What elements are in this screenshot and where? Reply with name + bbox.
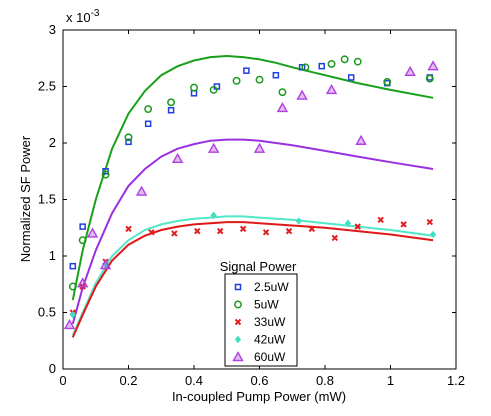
legend-marker-square	[234, 283, 242, 291]
legend-title: Signal Power	[220, 259, 297, 274]
y-tick-label: 1.5	[38, 192, 56, 207]
fit-curves	[71, 54, 434, 338]
data-point-square	[79, 223, 86, 230]
y-tick-label: 2	[49, 135, 56, 150]
legend-label: 60uW	[254, 350, 286, 364]
data-point-diamond	[344, 219, 352, 228]
data-point-cross	[171, 230, 178, 237]
data-point-circle	[167, 98, 176, 107]
data-point-triangle	[135, 185, 148, 196]
x-tick-label: 1.2	[447, 373, 465, 388]
data-point-square	[318, 62, 325, 70]
data-point-triangle	[276, 102, 289, 113]
legend-label: 2.5uW	[254, 280, 289, 294]
legend-marker-circle	[234, 300, 242, 309]
data-point-square	[69, 262, 77, 270]
legend-marker-diamond	[234, 335, 242, 344]
data-point-square	[167, 106, 175, 114]
data-point-cross	[125, 225, 132, 233]
data-point-cross	[331, 234, 339, 242]
data-point-circle	[383, 78, 392, 86]
data-point-cross	[194, 227, 201, 235]
fit-curve	[71, 138, 434, 325]
data-point-triangle	[171, 152, 184, 164]
legend-label: 5uW	[254, 298, 279, 312]
legend-label: 42uW	[254, 333, 286, 347]
data-point-triangle	[86, 227, 99, 238]
data-point-circle	[353, 57, 362, 66]
data-point-triangle	[325, 83, 338, 95]
data-point-circle	[144, 105, 153, 114]
data-point-circle	[209, 85, 218, 94]
data-point-square	[125, 138, 132, 146]
legend: Signal Power 2.5uW 5uW 33uW 42uW 60uW	[220, 259, 298, 367]
fit-curve	[71, 215, 434, 336]
x-tick-label: 0.2	[119, 373, 137, 388]
data-point-cross	[148, 229, 155, 236]
data-point-circle	[425, 74, 434, 83]
data-point-triangle	[427, 60, 439, 71]
data-point-circle	[78, 236, 87, 245]
legend-label: 33uW	[254, 315, 286, 329]
x-axis-label: In-coupled Pump Power (mW)	[172, 389, 346, 404]
data-point-circle	[232, 76, 241, 85]
fit-curve	[71, 221, 434, 338]
data-point-cross	[400, 221, 407, 228]
y-tick-label: 0.5	[38, 305, 56, 320]
x-tick-label: 1	[387, 373, 394, 388]
y-tick-label: 1	[49, 248, 56, 263]
data-point-circle	[278, 88, 287, 97]
x-tick-label: 0.4	[185, 373, 203, 388]
data-point-diamond	[69, 310, 76, 319]
data-point-square	[298, 64, 306, 71]
data-point-square	[144, 120, 152, 128]
data-point-cross	[354, 223, 361, 230]
y-tick-label: 0	[49, 361, 56, 376]
data-point-circle	[340, 55, 349, 64]
data-point-triangle	[63, 319, 76, 330]
y-axis-label: Normalized SF Power	[18, 135, 33, 262]
data-point-cross	[308, 225, 316, 233]
data-point-circle	[255, 75, 264, 84]
data-point-cross	[262, 229, 270, 236]
data-point-circle	[190, 83, 198, 92]
axis-ticks: 0 0.2 0.4 0.6 0.8 1 1.2 0 0.5 1 1.5 2 2.5 3	[38, 22, 465, 388]
fit-curve	[71, 54, 434, 301]
data-points	[63, 55, 439, 330]
data-point-triangle	[76, 277, 89, 288]
legend-marker-cross	[234, 318, 242, 326]
data-point-square	[102, 168, 109, 175]
x-tick-label: 0	[59, 373, 66, 388]
data-point-diamond	[295, 217, 302, 225]
y-tick-label: 3	[49, 22, 56, 37]
data-point-triangle	[207, 142, 220, 153]
x-tick-label: 0.8	[316, 373, 334, 388]
data-point-triangle	[253, 142, 266, 153]
data-point-triangle	[296, 89, 308, 100]
data-point-diamond	[429, 230, 437, 239]
data-point-cross	[426, 218, 434, 226]
data-point-cross	[239, 225, 247, 233]
data-point-cross	[285, 227, 293, 235]
y-multiplier-label: x 10-3	[66, 8, 100, 25]
data-point-square	[347, 74, 355, 81]
data-point-diamond	[210, 211, 217, 220]
y-tick-label: 2.5	[38, 79, 56, 94]
data-point-circle	[301, 63, 310, 72]
data-point-triangle	[355, 134, 367, 145]
data-point-circle	[101, 170, 110, 179]
legend-marker-triangle	[232, 351, 244, 362]
data-point-cross	[216, 227, 224, 235]
data-point-circle	[124, 133, 133, 142]
data-point-cross	[377, 216, 384, 224]
data-point-square	[272, 71, 280, 79]
data-point-square	[243, 67, 250, 74]
x-tick-label: 0.6	[250, 373, 268, 388]
data-point-triangle	[99, 259, 112, 270]
legend-entries: 2.5uW 5uW 33uW 42uW 60uW	[232, 280, 289, 364]
data-point-circle	[68, 282, 77, 291]
data-point-circle	[327, 59, 336, 68]
data-point-triangle	[404, 65, 416, 77]
